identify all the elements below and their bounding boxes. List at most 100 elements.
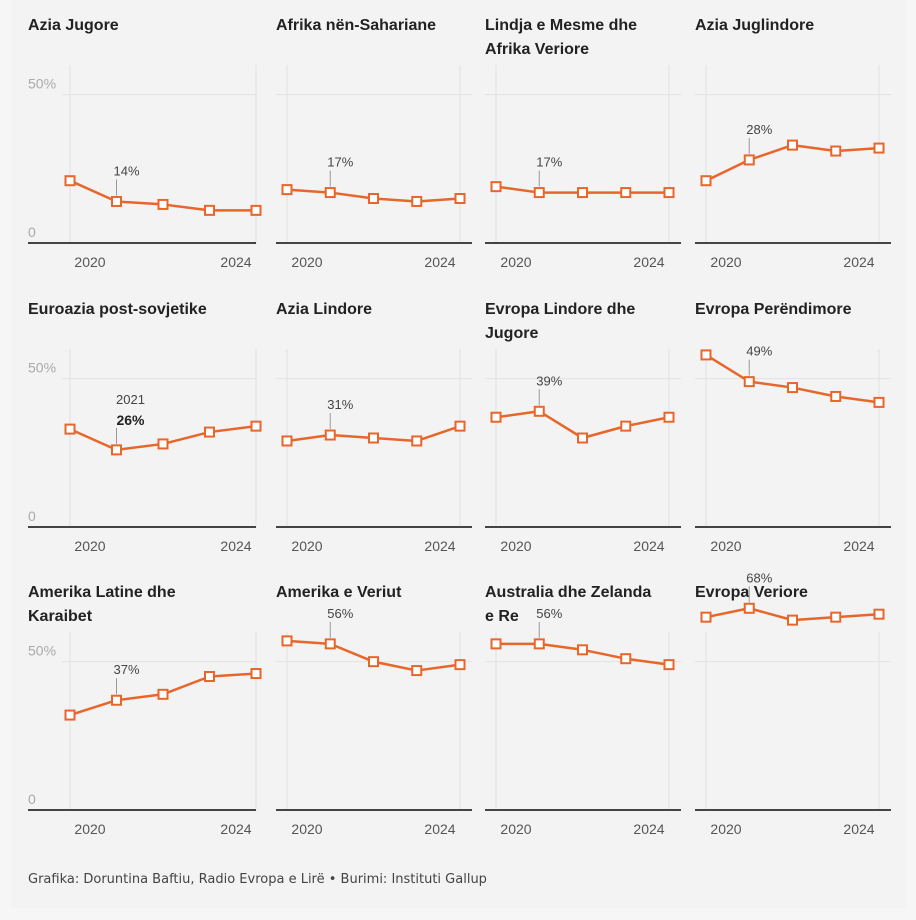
data-point <box>204 426 215 438</box>
data-point <box>577 432 588 444</box>
panel: Euroazia post-sovjetike 50% 0 2020 2024 2021 2… <box>28 301 262 554</box>
data-point <box>411 435 423 447</box>
data-point <box>454 193 466 204</box>
data-point <box>743 154 755 166</box>
data-point <box>620 653 632 665</box>
annotation-value: 39% <box>536 373 562 388</box>
y-tick-label: 0 <box>28 508 36 524</box>
panel-title: Afrika nën-Sahariane <box>276 17 436 34</box>
x-tick-label: 2024 <box>424 821 455 837</box>
data-point <box>250 668 262 680</box>
data-point <box>111 694 122 706</box>
x-tick-label: 2020 <box>710 254 741 270</box>
data-point <box>787 382 798 394</box>
panel-title: Jugore <box>485 325 538 342</box>
data-point <box>250 420 262 432</box>
small-multiples-chart: Azia Jugore 50% 0 2020 2024 14% Afrika nën-Sah… <box>28 17 891 837</box>
annotation-value: 31% <box>327 397 353 412</box>
x-tick-label: 2020 <box>74 254 105 270</box>
x-tick-label: 2024 <box>843 254 874 270</box>
x-tick-label: 2020 <box>291 254 322 270</box>
data-point <box>533 638 545 650</box>
data-point <box>700 611 712 623</box>
y-tick-label: 0 <box>28 791 36 807</box>
data-point <box>111 444 122 456</box>
panel: Amerika e Veriut 2020 2024 56% <box>276 584 472 837</box>
data-point <box>787 614 798 626</box>
data-point <box>830 611 842 623</box>
data-point <box>157 198 169 210</box>
panel: Evropa Lindore dhe Jugore 2020 2024 39% <box>485 301 681 554</box>
x-tick-label: 2024 <box>220 821 251 837</box>
x-tick-label: 2024 <box>424 254 455 270</box>
x-tick-label: 2024 <box>843 821 874 837</box>
data-point <box>411 665 423 677</box>
panel-title: Azia Lindore <box>276 301 372 318</box>
panel-title: Amerika Latine dhe <box>28 584 176 601</box>
x-tick-label: 2020 <box>74 821 105 837</box>
data-point <box>873 396 885 408</box>
chart-page: Azia Jugore 50% 0 2020 2024 14% Afrika nën-Sah… <box>10 0 906 908</box>
annotation-value: 14% <box>113 163 139 178</box>
data-point <box>700 175 712 187</box>
x-tick-label: 2020 <box>291 821 322 837</box>
data-point <box>620 420 632 432</box>
data-point <box>204 671 215 682</box>
data-point <box>454 420 466 432</box>
data-point <box>111 195 122 207</box>
x-tick-label: 2020 <box>710 821 741 837</box>
x-tick-label: 2024 <box>424 538 455 554</box>
x-tick-label: 2020 <box>710 538 741 554</box>
data-point <box>281 635 293 647</box>
panel: Azia Lindore 2020 2024 31% <box>276 301 472 554</box>
panel-title: Azia Juglindore <box>695 17 814 34</box>
panel-title: Evropa Veriore <box>695 584 808 601</box>
panel-title: Azia Jugore <box>28 17 119 34</box>
x-tick-label: 2024 <box>633 821 664 837</box>
data-point <box>620 187 632 199</box>
data-point <box>490 638 502 650</box>
x-tick-label: 2020 <box>500 254 531 270</box>
data-point <box>368 193 379 204</box>
source-note: Grafika: Doruntina Baftiu, Radio Evropa … <box>28 872 487 887</box>
panel-title: Afrika Veriore <box>485 41 589 58</box>
data-point <box>873 142 885 154</box>
data-point <box>454 659 466 671</box>
panel: Azia Jugore 50% 0 2020 2024 14% <box>28 17 262 270</box>
annotation-value: 37% <box>113 662 139 677</box>
data-point <box>368 432 379 444</box>
annotation-value: 49% <box>746 344 772 359</box>
annotation-value: 56% <box>327 606 353 621</box>
data-point <box>324 429 336 441</box>
data-point <box>873 608 885 620</box>
data-point <box>700 349 712 361</box>
panel-title: Karaibet <box>28 608 93 625</box>
annotation-value: 28% <box>746 122 772 137</box>
data-point <box>157 438 169 450</box>
data-point <box>663 411 675 423</box>
y-tick-label: 50% <box>28 76 56 92</box>
annotation-value: 26% <box>116 412 145 428</box>
data-point <box>64 175 76 187</box>
panel-title: Evropa Perëndimore <box>695 301 852 318</box>
x-tick-label: 2020 <box>74 538 105 554</box>
x-tick-label: 2020 <box>291 538 322 554</box>
panel-title: Evropa Lindore dhe <box>485 301 635 318</box>
data-point <box>324 187 336 199</box>
panel-title: e Re <box>485 608 519 625</box>
data-point <box>533 405 545 417</box>
x-tick-label: 2024 <box>220 538 251 554</box>
data-point <box>743 376 755 388</box>
panel: Amerika Latine dhe Karaibet 50% 0 2020 2024 37… <box>28 584 262 837</box>
x-tick-label: 2024 <box>843 538 874 554</box>
data-point <box>830 145 842 157</box>
data-point <box>368 656 379 668</box>
data-point <box>577 644 588 656</box>
data-point <box>663 187 675 199</box>
panel: Evropa Veriore 2020 2024 68% <box>695 570 891 837</box>
data-point <box>281 435 293 447</box>
panel-title: Lindja e Mesme dhe <box>485 17 637 34</box>
y-tick-label: 50% <box>28 643 56 659</box>
data-point <box>64 709 76 721</box>
data-point <box>663 659 675 671</box>
